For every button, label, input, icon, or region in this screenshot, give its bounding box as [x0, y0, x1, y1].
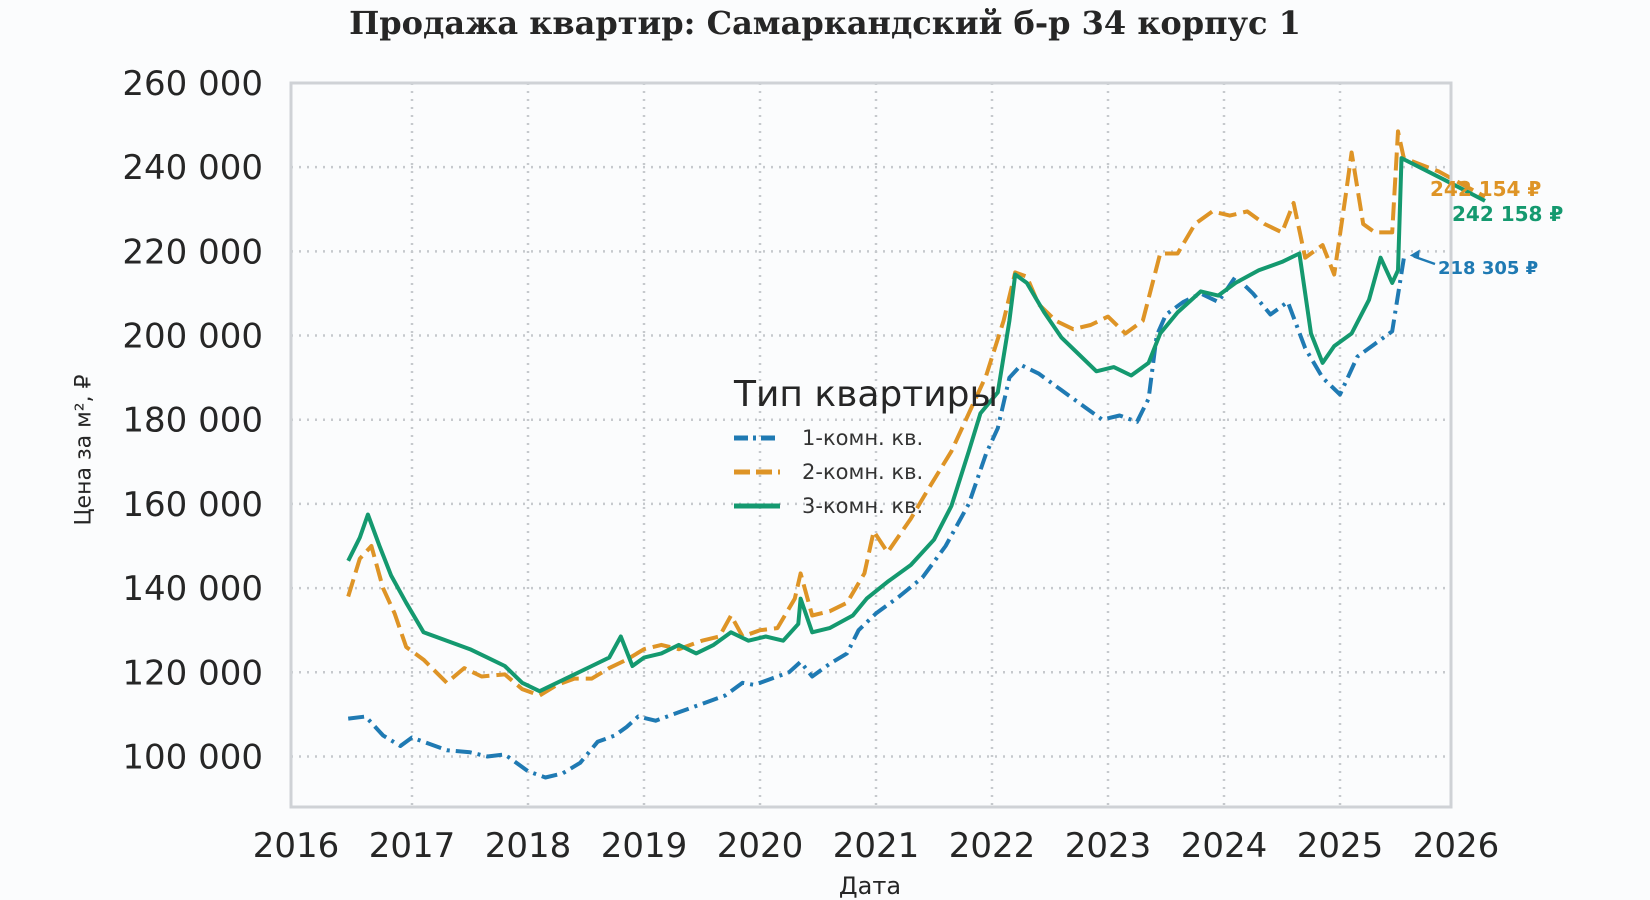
y-tick-label: 100 000	[122, 737, 263, 777]
y-axis-ticks: 100 000 120 000 140 000 160 000 180 000 200 0…	[122, 64, 263, 777]
x-tick-label: 2023	[1065, 826, 1152, 866]
annotations: 242 154 ₽242 158 ₽ 218 305 ₽	[1409, 177, 1563, 279]
y-tick-label: 160 000	[122, 485, 263, 525]
legend-swatch-1room	[734, 435, 780, 441]
legend-title: Тип квартиры	[734, 374, 998, 415]
legend-label-2room: 2-комн. кв.	[802, 460, 924, 484]
series-line-3	[346, 156, 1486, 694]
plot-frame	[289, 81, 1453, 809]
legend-item-2room: 2-комн. кв.	[734, 455, 1014, 489]
y-tick-label: 240 000	[122, 148, 263, 188]
legend-swatch-3room	[734, 503, 780, 509]
x-tick-label: 2016	[253, 826, 340, 866]
y-tick-label: 220 000	[122, 232, 263, 272]
y-tick-label: 180 000	[122, 401, 263, 441]
series-line-2	[346, 129, 1486, 698]
x-tick-label: 2020	[717, 826, 804, 866]
x-axis-ticks: 2016 2017 2018 2019 2020 2021 2022 2023 2024 2025…	[253, 826, 1500, 866]
x-tick-label: 2022	[949, 826, 1036, 866]
legend-swatch-2room	[734, 469, 780, 475]
chart-title: Продажа квартир: Самаркандский б-р 34 ко…	[349, 4, 1301, 42]
x-tick-label: 2017	[369, 826, 456, 866]
y-tick-label: 120 000	[122, 653, 263, 693]
x-tick-label: 2018	[485, 826, 572, 866]
annotation-1room: 218 305 ₽	[1438, 258, 1538, 279]
y-tick-label: 140 000	[122, 569, 263, 609]
legend-label-1room: 1-комн. кв.	[802, 426, 924, 450]
annotation-2room: 242 154 ₽	[1430, 177, 1541, 201]
legend-item-3room: 3-комн. кв.	[734, 489, 1014, 523]
y-tick-label: 200 000	[122, 317, 263, 357]
legend-item-1room: 1-комн. кв.	[734, 421, 1014, 455]
annotation-1room-arrowhead	[1409, 249, 1420, 260]
x-tick-label: 2019	[601, 826, 688, 866]
series-lines	[346, 129, 1486, 780]
grid-lines	[291, 83, 1451, 807]
x-axis-label: Дата	[838, 872, 902, 900]
annotation-3room: 242 158 ₽	[1452, 202, 1563, 226]
x-tick-label: 2026	[1413, 826, 1500, 866]
y-tick-label: 260 000	[122, 64, 263, 104]
legend: Тип квартиры 1-комн. кв. 2-комн. кв. 3-к…	[734, 374, 1014, 523]
y-axis-label: Цена за м², ₽	[71, 374, 97, 526]
x-tick-label: 2025	[1297, 826, 1384, 866]
x-tick-label: 2021	[833, 826, 920, 866]
legend-label-3room: 3-комн. кв.	[802, 494, 924, 518]
x-tick-label: 2024	[1181, 826, 1268, 866]
